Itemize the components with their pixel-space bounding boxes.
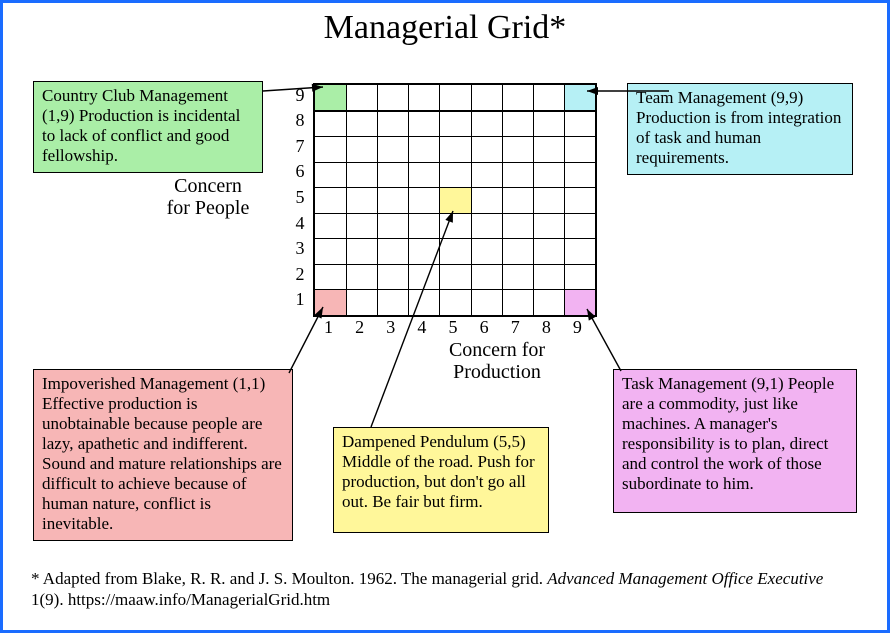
callout-impoverished: Impoverished Management (1,1) Effective … (33, 369, 293, 541)
x-tick: 7 (500, 317, 531, 338)
grid-cell-9-1 (564, 289, 595, 315)
footnote-suffix: 1(9). https://maaw.info/ManagerialGrid.h… (31, 590, 330, 609)
diagram-title: Managerial Grid* (3, 9, 887, 47)
x-tick: 3 (375, 317, 406, 338)
footnote-prefix: * Adapted from Blake, R. R. and J. S. Mo… (31, 569, 547, 588)
grid-cell-1-1 (315, 289, 346, 315)
y-tick: 2 (291, 264, 309, 285)
footnote: * Adapted from Blake, R. R. and J. S. Mo… (31, 569, 859, 610)
callout-text: Dampened Pendulum (5,5) Middle of the ro… (342, 432, 535, 511)
y-tick: 4 (291, 213, 309, 234)
callout-country-club: Country Club Management (1,9) Production… (33, 81, 263, 173)
callout-text: Task Management (9,1) People are a commo… (622, 374, 834, 493)
callout-team: Team Management (9,9) Production is from… (627, 83, 853, 175)
x-axis-label: Concern forProduction (397, 339, 597, 383)
y-tick: 9 (291, 85, 309, 106)
y-tick: 3 (291, 238, 309, 259)
x-tick: 1 (313, 317, 344, 338)
x-tick: 9 (562, 317, 593, 338)
x-tick: 6 (469, 317, 500, 338)
y-tick: 7 (291, 136, 309, 157)
footnote-italic: Advanced Management Office Executive (547, 569, 823, 588)
y-tick: 6 (291, 161, 309, 182)
callout-task: Task Management (9,1) People are a commo… (613, 369, 857, 513)
callout-dampened: Dampened Pendulum (5,5) Middle of the ro… (333, 427, 549, 533)
callout-text: Country Club Management (1,9) Production… (42, 86, 240, 165)
managerial-grid (313, 83, 597, 317)
diagram-frame: Managerial Grid* 123456789 987654321 Con… (0, 0, 890, 633)
y-axis-label: Concernfor People (133, 175, 283, 219)
x-tick: 2 (344, 317, 375, 338)
callout-text: Impoverished Management (1,1) Effective … (42, 374, 282, 533)
x-tick: 5 (437, 317, 468, 338)
callout-text: Team Management (9,9) Production is from… (636, 88, 841, 167)
x-tick: 8 (531, 317, 562, 338)
grid-cell-5-5 (439, 187, 470, 213)
y-tick: 5 (291, 187, 309, 208)
y-tick: 8 (291, 110, 309, 131)
grid-cell-9-9 (564, 85, 595, 111)
x-tick: 4 (406, 317, 437, 338)
grid-cell-1-9 (315, 85, 346, 111)
y-tick: 1 (291, 289, 309, 310)
